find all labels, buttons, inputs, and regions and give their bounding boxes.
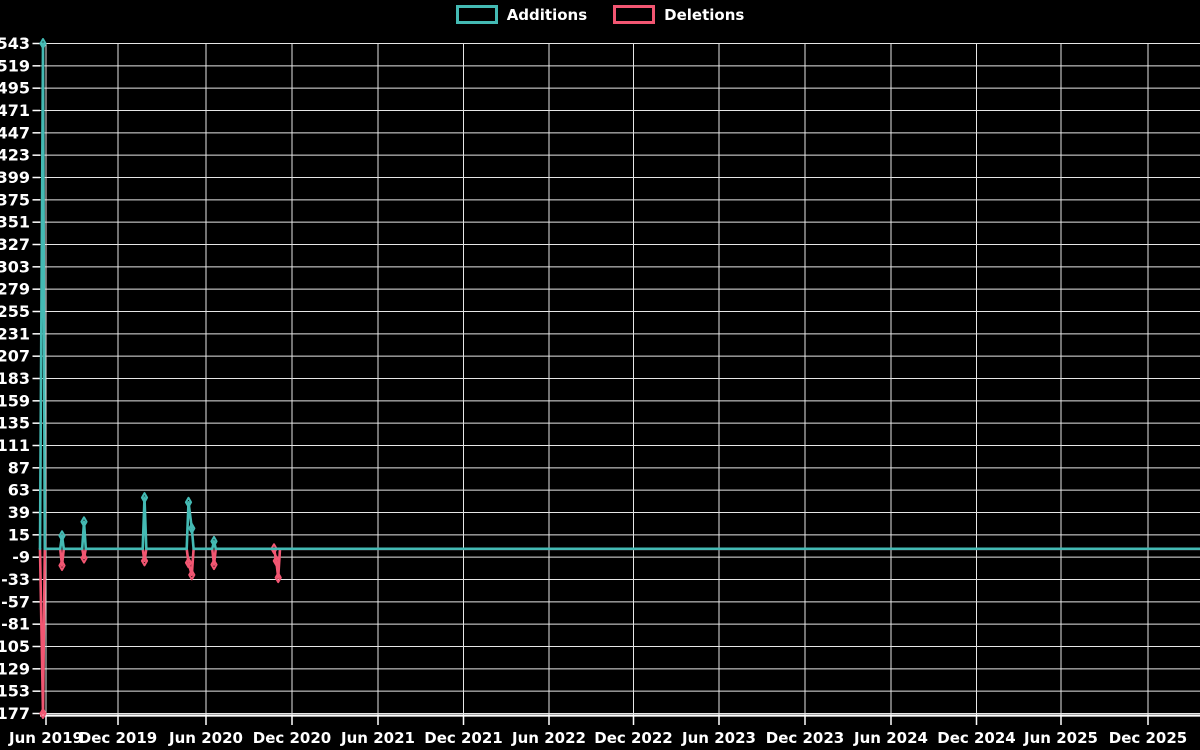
y-tick-label: 351: [0, 213, 30, 232]
data-point-marker-additions: [140, 492, 149, 504]
data-point-marker-additions: [184, 496, 193, 508]
legend-item-additions[interactable]: Additions: [455, 5, 588, 24]
data-point-marker-deletions: [188, 569, 196, 581]
y-tick-label: 447: [0, 123, 30, 142]
series-line-additions: [38, 42, 1200, 551]
y-tick-label: 231: [0, 324, 30, 343]
y-tick-label: 375: [0, 190, 30, 209]
y-tick-label: 327: [0, 235, 30, 254]
data-point-marker-additions: [39, 38, 47, 49]
y-tick-label: -57: [1, 592, 30, 611]
y-tick-label: 399: [0, 168, 30, 187]
y-tick-label: 543: [0, 34, 30, 53]
y-tick-label: -81: [1, 615, 30, 634]
x-tick-label: Jun 2021: [340, 729, 415, 747]
data-point-marker-additions: [58, 530, 66, 542]
series-line-deletions: [38, 547, 1200, 715]
data-point-marker-deletions: [140, 555, 149, 567]
x-tick-label: Jun 2024: [853, 729, 928, 747]
y-tick-label: -105: [0, 637, 30, 656]
y-tick-label: 519: [0, 56, 30, 75]
y-tick-label: -33: [1, 570, 30, 589]
y-tick-label: 159: [0, 391, 30, 410]
y-tick-label: -129: [0, 659, 30, 678]
legend-label-additions: Additions: [506, 5, 588, 24]
x-tick-label: Jun 2023: [681, 729, 756, 747]
y-tick-label: -9: [12, 548, 30, 567]
data-point-marker-deletions: [184, 557, 193, 569]
x-tick-label: Dec 2025: [1109, 729, 1188, 747]
data-point-marker-additions: [80, 516, 88, 528]
x-tick-label: Dec 2021: [424, 729, 503, 747]
x-tick-label: Jun 2020: [168, 729, 243, 747]
legend-item-deletions[interactable]: Deletions: [613, 5, 744, 24]
legend-label-deletions: Deletions: [664, 5, 745, 24]
y-tick-label: 15: [8, 525, 30, 544]
x-tick-label: Jun 2019: [8, 729, 83, 747]
x-tick-label: Jun 2025: [1023, 729, 1098, 747]
y-tick-label: -153: [0, 682, 30, 701]
y-tick-label: 471: [0, 101, 30, 120]
x-tick-label: Dec 2024: [937, 729, 1016, 747]
x-tick-label: Dec 2019: [79, 729, 158, 747]
y-tick-label: 423: [0, 146, 30, 165]
x-tick-label: Dec 2023: [766, 729, 845, 747]
y-tick-label: 279: [0, 280, 30, 299]
data-point-marker-additions: [188, 522, 196, 534]
y-tick-label: 495: [0, 79, 30, 98]
y-tick-label: 183: [0, 369, 30, 388]
data-point-marker-additions: [210, 535, 218, 547]
additions-swatch-icon: [455, 5, 498, 24]
x-tick-label: Dec 2020: [253, 729, 332, 747]
y-tick-label: 87: [8, 458, 30, 477]
x-tick-label: Jun 2022: [511, 729, 586, 747]
y-tick-label: -177: [0, 704, 30, 723]
y-tick-label: 255: [0, 302, 30, 321]
chart-legend: Additions Deletions: [0, 5, 1200, 24]
deletions-swatch-icon: [613, 5, 656, 24]
data-point-marker-deletions: [270, 543, 278, 555]
y-tick-label: 135: [0, 414, 30, 433]
x-tick-label: Dec 2022: [594, 729, 673, 747]
data-point-marker-deletions: [58, 560, 66, 572]
y-tick-label: 39: [8, 503, 30, 522]
data-point-marker-deletions: [272, 555, 280, 567]
data-point-marker-deletions: [39, 708, 47, 719]
data-point-marker-deletions: [274, 572, 282, 584]
y-tick-label: 303: [0, 257, 30, 276]
y-tick-label: 63: [8, 481, 30, 500]
y-tick-label: 111: [0, 436, 30, 455]
y-tick-label: 207: [0, 347, 30, 366]
data-point-marker-deletions: [80, 552, 88, 564]
data-point-marker-deletions: [210, 559, 218, 571]
